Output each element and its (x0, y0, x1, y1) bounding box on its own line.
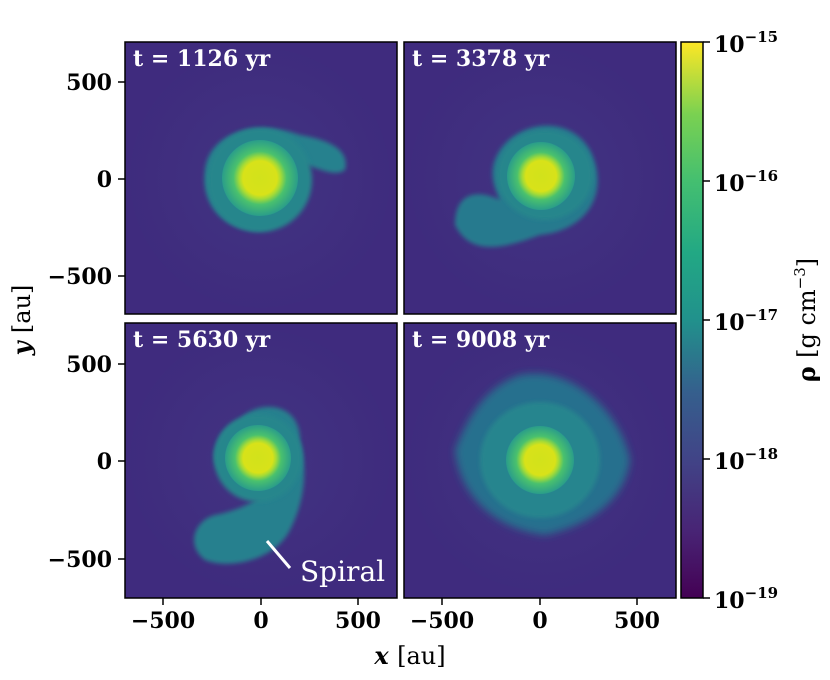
colorbar-tick-label: 10−16 (714, 167, 778, 197)
y-tick-label: −500 (48, 547, 112, 573)
spiral-annotation: Spiral (300, 555, 385, 588)
x-tick-label: −500 (410, 608, 474, 634)
x-tick-label: 0 (253, 608, 268, 634)
time-label-1: t = 1126 yr (133, 46, 271, 72)
panel-3 (125, 323, 397, 598)
y-tick-label: 500 (66, 352, 112, 378)
x-axis-label: x [au] (373, 641, 445, 670)
time-label-3: t = 5630 yr (133, 327, 271, 353)
panel-1 (125, 42, 397, 314)
spiral-pointer-line (265, 540, 292, 569)
y-tick-label: 500 (66, 70, 112, 96)
x-tick-label: 0 (532, 608, 547, 634)
x-tick-label: 500 (614, 608, 660, 634)
x-tick-label: 500 (335, 608, 381, 634)
y-tick-label: 0 (97, 449, 112, 475)
colorbar-tick-label: 10−19 (714, 584, 778, 614)
colorbar-tick-label: 10−18 (714, 445, 778, 475)
y-tick-label: 0 (97, 167, 112, 193)
panel-2 (404, 42, 676, 314)
colorbar (680, 41, 710, 599)
time-label-2: t = 3378 yr (412, 46, 550, 72)
panel-4 (404, 323, 676, 598)
time-label-4: t = 9008 yr (412, 327, 550, 353)
y-axis-label: y [au] (7, 285, 36, 357)
colorbar-tick-label: 10−17 (714, 306, 778, 336)
colorbar-label: ρ [g cm−3] (791, 258, 821, 382)
x-tick-label: −500 (131, 608, 195, 634)
colorbar-tick-label: 10−15 (714, 28, 778, 58)
y-tick-label: −500 (48, 264, 112, 290)
